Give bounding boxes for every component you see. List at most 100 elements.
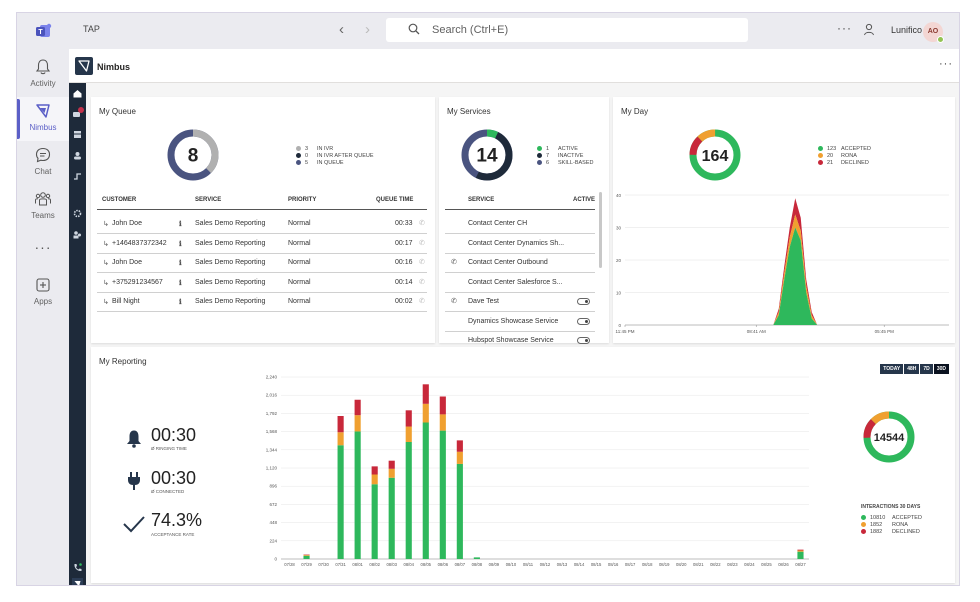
legend-title: INTERACTIONS 30 DAYS bbox=[861, 504, 921, 510]
list-item[interactable]: Dynamics Showcase Service bbox=[445, 313, 595, 332]
rail-item-teams[interactable]: Teams bbox=[17, 185, 69, 229]
pickup-icon[interactable]: ✆ bbox=[419, 298, 425, 305]
bar-segment-accepted bbox=[337, 445, 344, 559]
bar-segment-rona bbox=[439, 414, 446, 431]
table-row[interactable]: ↳ John Doe ℹ Sales Demo Reporting Normal 00:1… bbox=[97, 254, 427, 273]
column-header-active[interactable]: ACTIVE bbox=[573, 197, 596, 203]
x-tick-label: 11:45 PM bbox=[616, 329, 635, 334]
bar-segment-accepted bbox=[797, 551, 804, 559]
info-icon[interactable]: ℹ bbox=[179, 221, 182, 228]
list-item[interactable]: ✆ Contact Center Outbound bbox=[445, 254, 595, 273]
bar-segment-rona bbox=[422, 403, 429, 423]
info-icon[interactable]: ℹ bbox=[179, 299, 182, 306]
y-tick-label: 1,120 bbox=[266, 466, 278, 471]
legend-item: 7 INACTIVE bbox=[537, 153, 583, 159]
reports-icon[interactable] bbox=[72, 129, 83, 140]
bar-segment-declined bbox=[456, 440, 463, 452]
column-header-service[interactable]: SERVICE bbox=[195, 197, 222, 203]
legend-item: 1852 RONA bbox=[861, 522, 908, 528]
header-more-icon[interactable]: ··· bbox=[939, 58, 953, 70]
customer-cell: +1464837372342 bbox=[112, 239, 167, 247]
service-name: Dynamics Showcase Service bbox=[468, 317, 559, 325]
bar-segment-accepted bbox=[422, 422, 429, 559]
range-today-button[interactable]: TODAY bbox=[880, 364, 904, 374]
services-scrollbar[interactable] bbox=[599, 192, 602, 268]
back-arrow-icon[interactable]: ‹ bbox=[339, 21, 344, 38]
org-user-icon[interactable] bbox=[863, 23, 877, 37]
forward-arrow-icon[interactable]: › bbox=[365, 21, 370, 38]
title-bar: T TAP ‹ › Search (Ctrl+E) ··· Lunifico A… bbox=[17, 13, 959, 49]
org-name[interactable]: Lunifico bbox=[891, 25, 923, 35]
legend-label: RONA bbox=[841, 153, 857, 159]
service-active-toggle[interactable] bbox=[577, 337, 590, 344]
conversations-icon[interactable] bbox=[72, 109, 83, 120]
table-row[interactable]: ↳ Bill Night ℹ Sales Demo Reporting Normal 00… bbox=[97, 293, 427, 312]
nimbus-small-logo-icon[interactable] bbox=[72, 578, 83, 586]
call-direction-icon: ↳ bbox=[103, 221, 109, 228]
legend-count: 21 bbox=[827, 160, 834, 166]
legend-count: 1 bbox=[546, 146, 550, 152]
admin-icon[interactable] bbox=[72, 229, 83, 240]
row-divider bbox=[445, 291, 595, 293]
row-divider bbox=[445, 311, 595, 312]
range-48h-button[interactable]: 48H bbox=[904, 364, 920, 374]
card-title: My Queue bbox=[99, 107, 136, 116]
service-active-toggle[interactable] bbox=[577, 317, 590, 325]
column-header-customer[interactable]: CUSTOMER bbox=[102, 197, 137, 203]
row-divider bbox=[97, 291, 427, 293]
rail-item-activity[interactable]: Activity bbox=[17, 53, 69, 97]
rail-item-apps[interactable]: Apps bbox=[17, 271, 69, 315]
range-30d-button[interactable]: 30D bbox=[933, 364, 949, 374]
x-tick-label: 08/10 bbox=[506, 562, 517, 567]
avatar[interactable]: AO bbox=[923, 22, 944, 43]
list-item[interactable]: ✆ Dave Test bbox=[445, 293, 595, 312]
x-tick-label: 08/12 bbox=[540, 562, 551, 567]
list-item[interactable]: Contact Center Salesforce S... bbox=[445, 274, 595, 293]
services-donut: 14 bbox=[461, 129, 513, 181]
legend-label: ACCEPTED bbox=[892, 515, 922, 521]
x-tick-label: 08/03 bbox=[386, 562, 397, 567]
y-tick-label: 30 bbox=[616, 226, 622, 231]
header-divider bbox=[445, 209, 595, 210]
pickup-icon[interactable]: ✆ bbox=[419, 220, 425, 227]
pickup-icon[interactable]: ✆ bbox=[419, 259, 425, 266]
x-tick-label: 07/29 bbox=[301, 562, 312, 567]
search-input[interactable]: Search (Ctrl+E) bbox=[386, 18, 748, 42]
rail-item-chat[interactable]: Chat bbox=[17, 141, 69, 185]
pickup-icon[interactable]: ✆ bbox=[419, 278, 425, 286]
phone-status-icon[interactable] bbox=[72, 562, 83, 573]
more-apps-icon[interactable]: ··· bbox=[34, 239, 52, 255]
bar-segment-rona bbox=[405, 426, 412, 442]
table-row[interactable]: ↳ +375291234567 ℹ Sales Demo Reporting Norma… bbox=[97, 274, 427, 293]
x-tick-label: 08/01 bbox=[352, 562, 363, 567]
list-item[interactable]: Contact Center Dynamics Sh... bbox=[445, 235, 595, 254]
column-header-queue-time[interactable]: QUEUE TIME bbox=[376, 197, 414, 203]
users-icon[interactable] bbox=[72, 150, 83, 161]
info-icon[interactable]: ℹ bbox=[179, 279, 182, 287]
list-item[interactable]: Contact Center CH bbox=[445, 215, 595, 234]
column-header-service[interactable]: SERVICE bbox=[468, 197, 495, 203]
range-7d-button[interactable]: 7D bbox=[920, 364, 933, 374]
queue-time-cell: 00:02 bbox=[395, 298, 413, 305]
bar-segment-declined bbox=[422, 384, 429, 404]
info-icon[interactable]: ℹ bbox=[179, 260, 182, 267]
bell-icon bbox=[127, 430, 141, 448]
column-header-priority[interactable]: PRIORITY bbox=[288, 197, 317, 203]
settings-icon[interactable] bbox=[72, 208, 83, 219]
pickup-icon[interactable]: ✆ bbox=[419, 239, 425, 247]
legend-count: 1882 bbox=[870, 529, 883, 535]
home-icon[interactable] bbox=[72, 88, 83, 99]
more-options-icon[interactable]: ··· bbox=[837, 21, 852, 35]
queue-donut: 8 bbox=[167, 129, 219, 181]
routing-icon[interactable] bbox=[72, 171, 83, 182]
queue-time-cell: 00:16 bbox=[395, 259, 413, 266]
service-active-toggle[interactable] bbox=[577, 298, 590, 305]
teams-logo-icon[interactable]: T bbox=[35, 22, 53, 40]
legend-dot bbox=[861, 529, 866, 535]
y-tick-label: 0 bbox=[618, 323, 621, 328]
service-cell: Sales Demo Reporting bbox=[195, 259, 266, 266]
info-icon[interactable]: ℹ bbox=[179, 240, 182, 248]
rail-item-nimbus[interactable]: Nimbus bbox=[17, 97, 69, 141]
table-row[interactable]: ↳ +1464837372342 ℹ Sales Demo Reporting Norm… bbox=[97, 235, 427, 254]
table-row[interactable]: ↳ John Doe ℹ Sales Demo Reporting Normal 00:3… bbox=[97, 215, 427, 234]
